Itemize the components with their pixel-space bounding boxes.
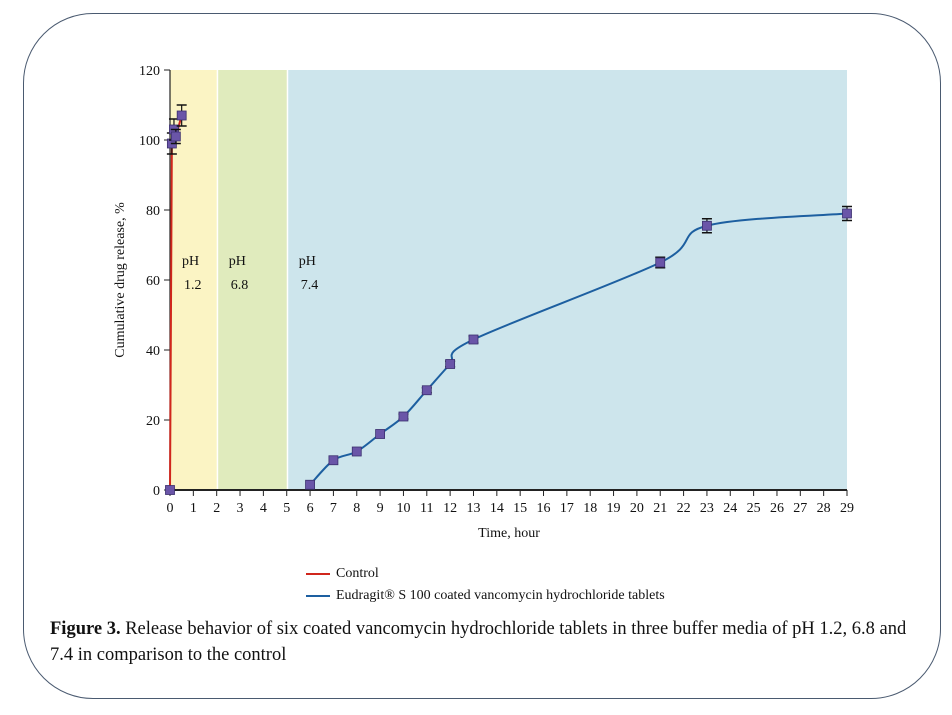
x-tick-label: 6 <box>307 501 314 516</box>
x-tick-label: 5 <box>283 501 290 516</box>
ph-region-6-8 <box>218 70 287 490</box>
x-tick-label: 19 <box>607 501 621 516</box>
y-tick-label: 120 <box>139 64 160 79</box>
legend-swatch-eudragit <box>306 595 330 597</box>
y-tick-label: 40 <box>146 344 160 359</box>
x-tick-label: 21 <box>653 501 667 516</box>
data-point-eudragit <box>702 220 712 231</box>
x-tick-label: 13 <box>466 501 480 516</box>
data-point-eudragit <box>398 411 409 422</box>
x-tick-label: 1 <box>190 501 197 516</box>
data-point-eudragit <box>351 446 362 457</box>
x-tick-label: 3 <box>237 501 244 516</box>
legend-item-control: Control <box>306 563 665 585</box>
data-point-control <box>170 131 181 142</box>
x-tick-label: 17 <box>560 501 574 516</box>
x-tick-label: 25 <box>747 501 761 516</box>
legend-label-control: Control <box>336 566 379 581</box>
data-point-control <box>176 110 187 121</box>
x-tick-label: 9 <box>377 501 384 516</box>
figure-caption: Figure 3. Release behavior of six coated… <box>50 616 930 668</box>
x-tick-label: 20 <box>630 501 644 516</box>
data-point-eudragit <box>655 257 666 268</box>
legend-item-eudragit: Eudragit® S 100 coated vancomycin hydroc… <box>306 585 665 607</box>
ph-region-7-4 <box>288 70 848 490</box>
x-tick-label: 22 <box>677 501 691 516</box>
x-tick-label: 23 <box>700 501 714 516</box>
data-point-eudragit <box>305 479 315 490</box>
x-tick-label: 2 <box>213 501 220 516</box>
x-tick-label: 24 <box>723 501 737 516</box>
x-tick-label: 28 <box>817 501 831 516</box>
x-tick-label: 11 <box>420 501 433 516</box>
y-tick-label: 0 <box>153 484 160 499</box>
x-tick-label: 10 <box>396 501 410 516</box>
y-axis-label: Cumulative drug release, % <box>113 202 128 358</box>
x-tick-label: 8 <box>353 501 360 516</box>
data-point-control <box>165 485 175 495</box>
region-label-value: 1.2 <box>184 278 202 293</box>
legend: Control Eudragit® S 100 coated vancomyci… <box>306 563 665 607</box>
y-tick-label: 80 <box>146 204 160 219</box>
x-tick-label: 0 <box>167 501 174 516</box>
data-point-eudragit <box>842 208 852 219</box>
data-point-eudragit <box>375 429 386 439</box>
x-tick-label: 7 <box>330 501 337 516</box>
data-point-eudragit <box>445 359 456 369</box>
x-tick-label: 14 <box>490 501 504 516</box>
region-label-ph: pH <box>299 254 316 269</box>
figure-frame <box>23 13 941 699</box>
legend-swatch-control <box>306 573 330 575</box>
x-tick-label: 16 <box>537 501 551 516</box>
x-tick-label: 12 <box>443 501 457 516</box>
y-tick-label: 20 <box>146 414 160 429</box>
x-tick-label: 26 <box>770 501 784 516</box>
data-point-eudragit <box>468 334 479 345</box>
region-label-ph: pH <box>229 254 246 269</box>
region-label-ph: pH <box>182 254 199 269</box>
x-tick-label: 18 <box>583 501 597 516</box>
region-label-value: 7.4 <box>301 278 319 293</box>
region-label-value: 6.8 <box>231 278 249 293</box>
x-axis-label: Time, hour <box>478 526 540 541</box>
data-point-eudragit <box>328 455 339 466</box>
x-tick-label: 27 <box>793 501 807 516</box>
x-tick-label: 4 <box>260 501 267 516</box>
y-tick-label: 100 <box>139 134 160 149</box>
legend-label-eudragit: Eudragit® S 100 coated vancomycin hydroc… <box>336 588 665 603</box>
x-tick-label: 29 <box>840 501 854 516</box>
caption-label: Figure 3. <box>50 619 121 639</box>
data-point-eudragit <box>421 385 432 396</box>
caption-text: Release behavior of six coated vancomyci… <box>50 619 907 665</box>
y-tick-label: 60 <box>146 274 160 289</box>
x-tick-label: 15 <box>513 501 527 516</box>
